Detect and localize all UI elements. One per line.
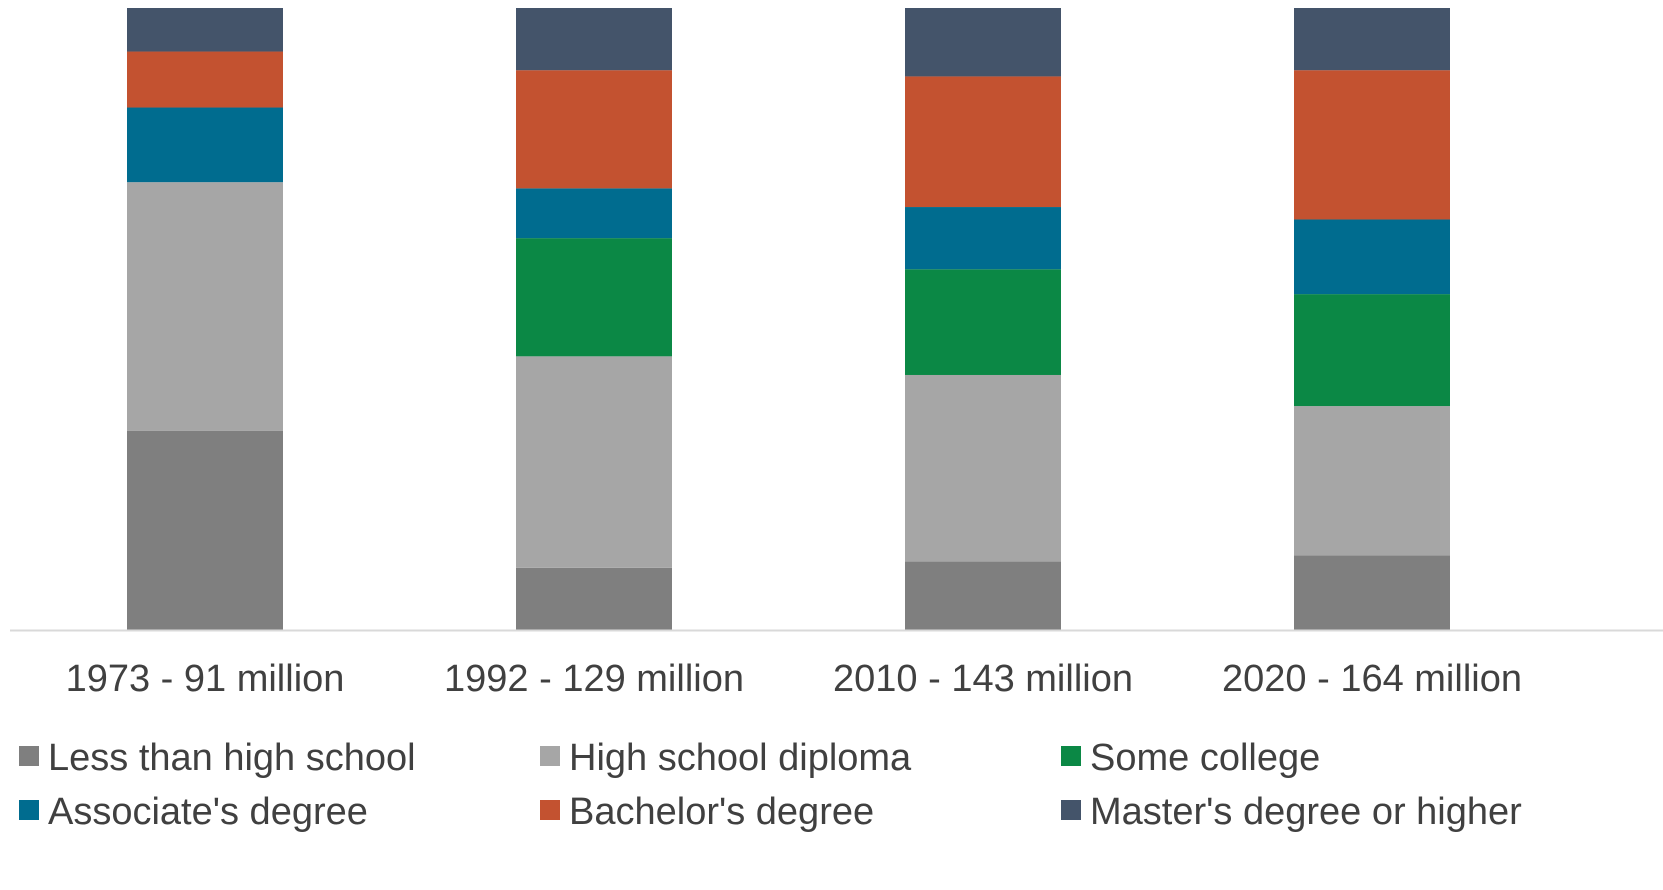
- legend-label: Bachelor's degree: [569, 791, 874, 833]
- x-tick-label: 1973 - 91 million: [66, 658, 345, 700]
- legend-item-some-college: Some college: [1061, 737, 1320, 779]
- bar-segment-high-school-diploma-3: [905, 374, 1061, 562]
- bar-segment-high-school-diploma-4: [1294, 406, 1450, 556]
- bars-layer: [127, 8, 1450, 630]
- legend: Less than high school High school diploma…: [19, 737, 1522, 833]
- bar-segment-master-s-degree-or-higher-3: [905, 8, 1061, 77]
- bar-segment-some-college-2: [516, 238, 672, 357]
- legend-item-associate-s-degree: Associate's degree: [19, 791, 368, 833]
- bar-segment-bachelor-s-degree-2: [516, 70, 672, 189]
- legend-label: Less than high school: [48, 737, 416, 779]
- x-tick-label: 2010 - 143 million: [833, 658, 1133, 700]
- bar-segment-associate-s-degree-3: [905, 207, 1061, 270]
- legend-item-bachelor-s-degree: Bachelor's degree: [540, 791, 874, 833]
- legend-item-master-s-degree-or-higher: Master's degree or higher: [1061, 791, 1522, 833]
- bar-segment-master-s-degree-or-higher-2: [516, 8, 672, 71]
- bar-segment-master-s-degree-or-higher-4: [1294, 8, 1450, 71]
- legend-item-high-school-diploma: High school diploma: [540, 737, 912, 779]
- x-tick-label: 2020 - 164 million: [1222, 658, 1522, 700]
- legend-label: High school diploma: [569, 737, 912, 779]
- bar-segment-some-college-3: [905, 269, 1061, 375]
- bar-segment-less-than-high-school-1: [127, 430, 283, 630]
- bar-segment-high-school-diploma-2: [516, 356, 672, 568]
- x-tick-label: 1992 - 129 million: [444, 658, 744, 700]
- bar-segment-less-than-high-school-3: [905, 561, 1061, 630]
- bar-segment-bachelor-s-degree-3: [905, 76, 1061, 208]
- bar-segment-high-school-diploma-1: [127, 182, 283, 431]
- bar-segment-associate-s-degree-2: [516, 188, 672, 239]
- legend-swatch: [540, 800, 560, 820]
- legend-swatch: [1061, 746, 1081, 766]
- legend-swatch: [540, 746, 560, 766]
- bar-segment-master-s-degree-or-higher-1: [127, 8, 283, 52]
- legend-label: Master's degree or higher: [1090, 791, 1522, 833]
- bar-segment-associate-s-degree-4: [1294, 219, 1450, 295]
- legend-item-less-than-high-school: Less than high school: [19, 737, 416, 779]
- bar-segment-bachelor-s-degree-4: [1294, 70, 1450, 220]
- legend-label: Some college: [1090, 737, 1320, 779]
- legend-swatch: [19, 800, 39, 820]
- legend-swatch: [19, 746, 39, 766]
- x-tick-labels: 1973 - 91 million 1992 - 129 million 2010 …: [66, 658, 1522, 700]
- bar-segment-less-than-high-school-4: [1294, 555, 1450, 630]
- legend-label: Associate's degree: [48, 791, 368, 833]
- bar-segment-associate-s-degree-1: [127, 107, 283, 183]
- legend-swatch: [1061, 800, 1081, 820]
- bar-segment-bachelor-s-degree-1: [127, 51, 283, 108]
- bar-segment-some-college-4: [1294, 294, 1450, 407]
- bar-segment-less-than-high-school-2: [516, 567, 672, 630]
